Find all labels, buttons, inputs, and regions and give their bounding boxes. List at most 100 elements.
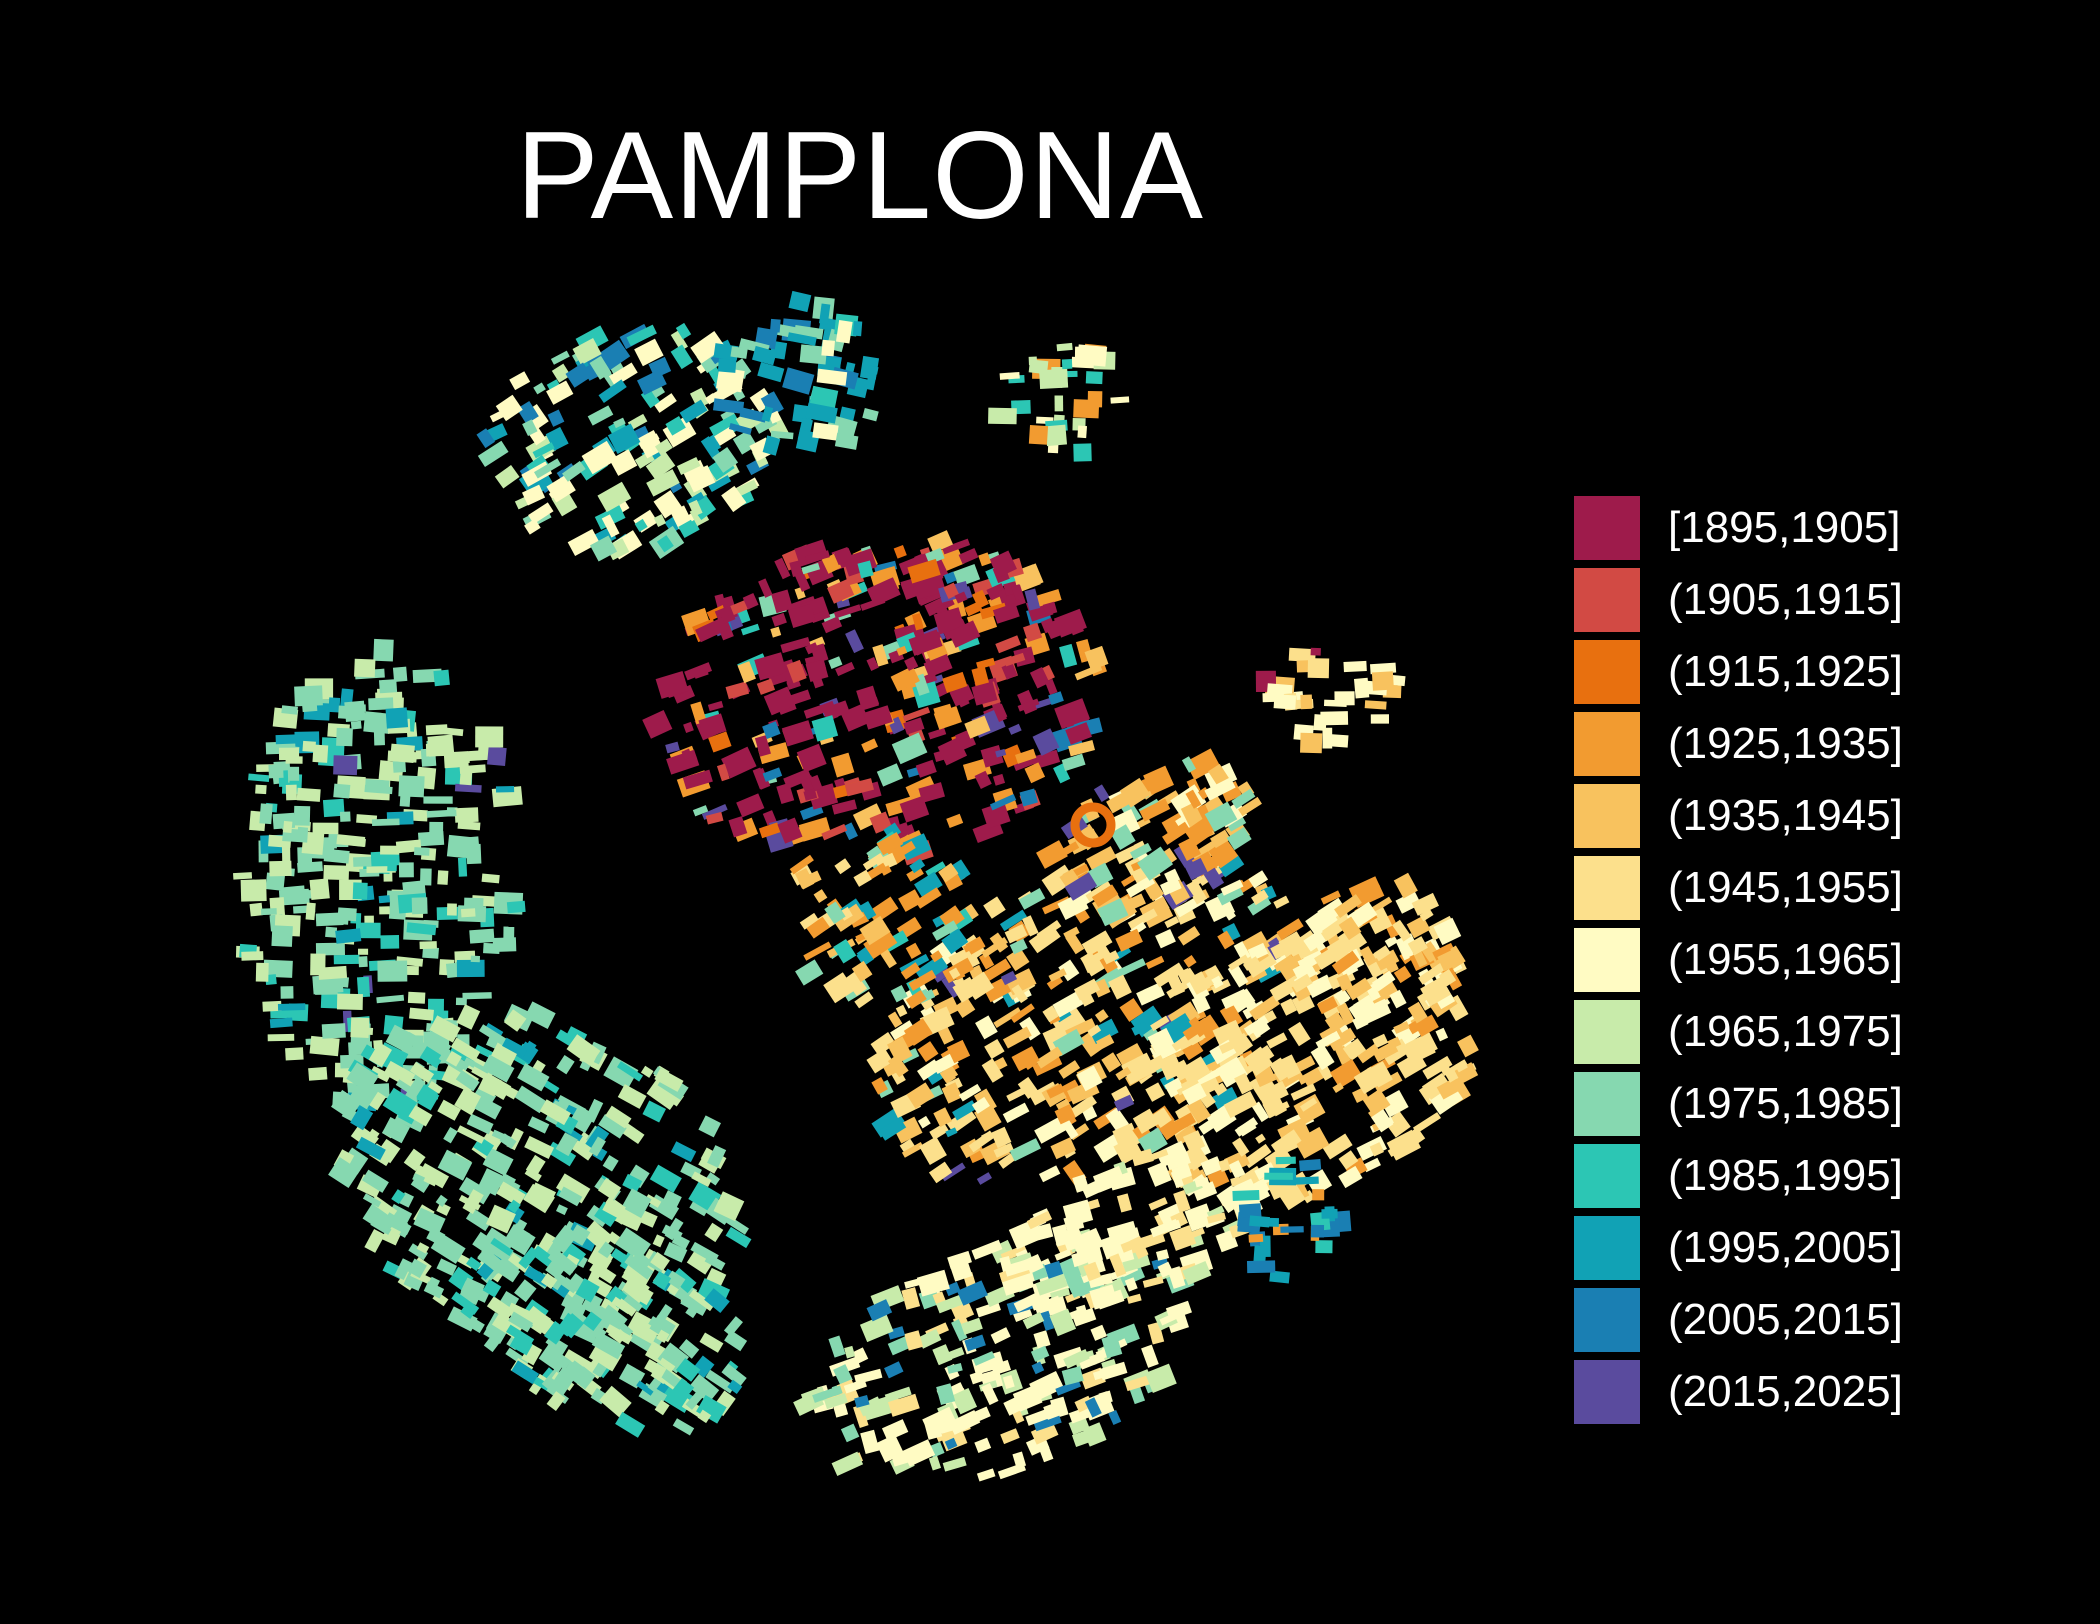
legend-item: (1965,1975] xyxy=(1574,1000,1903,1064)
building-footprint xyxy=(834,432,859,450)
building-footprint xyxy=(1006,947,1030,972)
building-footprint xyxy=(506,900,526,914)
building-footprint xyxy=(527,1116,550,1134)
building-footprint xyxy=(1010,1003,1035,1023)
building-footprint xyxy=(1110,396,1130,404)
building-footprint xyxy=(333,755,358,776)
building-footprint xyxy=(305,902,316,921)
building-footprint xyxy=(806,916,830,939)
building-footprint xyxy=(528,1182,557,1207)
building-footprint xyxy=(721,1363,747,1387)
legend-label: [1895,1905] xyxy=(1668,503,1901,552)
building-footprint xyxy=(725,1226,752,1249)
building-footprint xyxy=(1338,1150,1359,1170)
building-footprint xyxy=(373,731,385,746)
building-footprint xyxy=(1003,652,1026,667)
building-footprint xyxy=(1155,928,1176,949)
building-footprint xyxy=(455,997,467,1006)
building-footprint xyxy=(890,665,920,692)
building-footprint xyxy=(315,942,346,956)
legend-swatch xyxy=(1574,568,1640,632)
building-footprint xyxy=(938,862,959,883)
building-footprint xyxy=(723,1316,743,1337)
building-footprint xyxy=(1054,1249,1072,1261)
building-footprint xyxy=(551,363,571,383)
building-footprint xyxy=(896,822,909,833)
building-footprint xyxy=(249,902,263,917)
building-footprint xyxy=(917,1041,939,1063)
building-footprint xyxy=(1186,879,1208,905)
building-footprint xyxy=(927,530,954,553)
building-footprint xyxy=(681,748,693,760)
building-footprint xyxy=(403,1148,426,1172)
building-footprint xyxy=(1105,1107,1130,1133)
building-footprint xyxy=(555,1132,578,1157)
building-footprint xyxy=(990,1126,1012,1149)
building-footprint xyxy=(1095,1289,1125,1310)
building-footprint xyxy=(960,1317,983,1335)
building-footprint xyxy=(355,1136,386,1161)
building-footprint xyxy=(992,602,1020,624)
building-footprint xyxy=(670,330,688,352)
building-footprint xyxy=(941,928,969,955)
bullring-footprint xyxy=(1070,802,1116,848)
building-footprint xyxy=(482,1147,514,1176)
building-footprint xyxy=(1322,1133,1353,1160)
building-footprint xyxy=(948,1410,981,1435)
building-footprint xyxy=(1036,920,1062,941)
building-footprint xyxy=(799,344,828,365)
building-footprint xyxy=(1023,622,1043,643)
building-footprint xyxy=(1150,1015,1170,1031)
building-footprint xyxy=(648,1316,673,1336)
building-footprint xyxy=(986,583,1007,601)
building-footprint xyxy=(859,900,877,920)
building-footprint xyxy=(1243,1046,1274,1077)
building-footprint xyxy=(1305,905,1338,936)
building-footprint xyxy=(1251,889,1269,906)
building-footprint xyxy=(632,1250,652,1269)
building-footprint xyxy=(508,1311,534,1333)
building-footprint xyxy=(546,1391,566,1411)
building-footprint xyxy=(1422,1055,1453,1080)
building-footprint xyxy=(998,1153,1016,1169)
building-footprint xyxy=(1252,1022,1271,1039)
building-footprint xyxy=(685,1391,704,1410)
building-footprint xyxy=(914,871,943,898)
building-footprint xyxy=(976,657,996,670)
building-footprint xyxy=(474,1096,502,1120)
building-footprint xyxy=(443,751,469,769)
building-footprint xyxy=(337,705,362,720)
building-footprint xyxy=(1073,399,1100,419)
building-footprint xyxy=(561,1243,587,1267)
building-footprint xyxy=(975,1015,998,1040)
building-footprint xyxy=(1142,1276,1164,1288)
building-footprint xyxy=(1270,1129,1302,1157)
building-footprint xyxy=(1080,952,1100,974)
building-footprint xyxy=(924,1420,943,1440)
building-footprint xyxy=(1011,1046,1040,1072)
building-footprint xyxy=(1175,1124,1197,1145)
building-footprint xyxy=(941,1162,966,1182)
building-footprint xyxy=(862,705,893,730)
building-footprint xyxy=(262,1000,282,1012)
building-footprint xyxy=(1030,1345,1050,1362)
building-footprint xyxy=(1226,827,1252,851)
building-footprint xyxy=(1254,1162,1276,1181)
building-footprint xyxy=(1372,1033,1389,1049)
building-footprint xyxy=(1116,1266,1146,1288)
building-footprint xyxy=(460,908,476,918)
building-footprint xyxy=(1071,1307,1097,1327)
building-footprint xyxy=(630,1275,646,1291)
building-footprint xyxy=(552,1224,579,1252)
building-footprint xyxy=(1002,1374,1015,1390)
building-footprint xyxy=(1191,1227,1206,1238)
building-footprint xyxy=(999,371,1020,380)
building-footprint xyxy=(707,700,724,712)
building-footprint xyxy=(1326,911,1352,933)
building-footprint xyxy=(405,966,419,976)
building-footprint xyxy=(1181,756,1197,773)
building-footprint xyxy=(1096,1034,1115,1050)
building-footprint xyxy=(1299,1158,1322,1172)
building-footprint xyxy=(965,936,986,955)
building-footprint xyxy=(856,685,880,711)
